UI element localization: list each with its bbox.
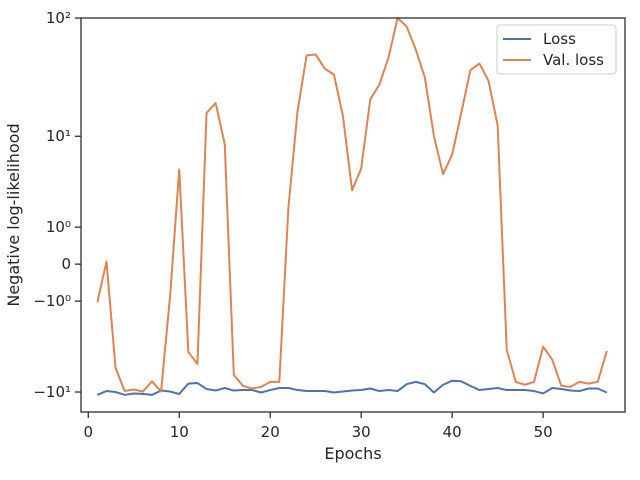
legend-box xyxy=(496,24,617,75)
x-tick-label: 0 xyxy=(84,423,94,441)
y-axis-title: Negative log-likelihood xyxy=(4,123,23,306)
y-tick-label: 0 xyxy=(61,255,71,273)
x-tick-label: 10 xyxy=(170,423,189,441)
y-tick-label: 10⁰ xyxy=(46,218,71,236)
series-line-2 xyxy=(96,17,608,393)
y-tick-label: 10² xyxy=(46,9,71,27)
y-tick-label: 10¹ xyxy=(46,127,71,145)
x-axis-title: Epochs xyxy=(324,444,381,463)
x-tick-label: 30 xyxy=(352,423,371,441)
x-tick-label: 40 xyxy=(443,423,462,441)
x-tick-label: 20 xyxy=(261,423,280,441)
y-tick-label: −10⁰ xyxy=(33,292,71,310)
y-tick-label: −10¹ xyxy=(33,383,71,401)
axes-frame xyxy=(80,17,626,413)
y-axis-ticks: −10¹ −10⁰ 0 10⁰ 10¹ 10² xyxy=(33,9,81,401)
x-tick-label: 50 xyxy=(534,423,553,441)
legend: Loss Val. loss xyxy=(496,24,617,75)
legend-label-2: Val. loss xyxy=(543,51,604,69)
x-axis-ticks: 0 10 20 30 40 50 xyxy=(84,412,553,441)
legend-label-1: Loss xyxy=(543,30,576,48)
series-line-1 xyxy=(96,379,608,396)
plot-lines xyxy=(96,17,608,396)
